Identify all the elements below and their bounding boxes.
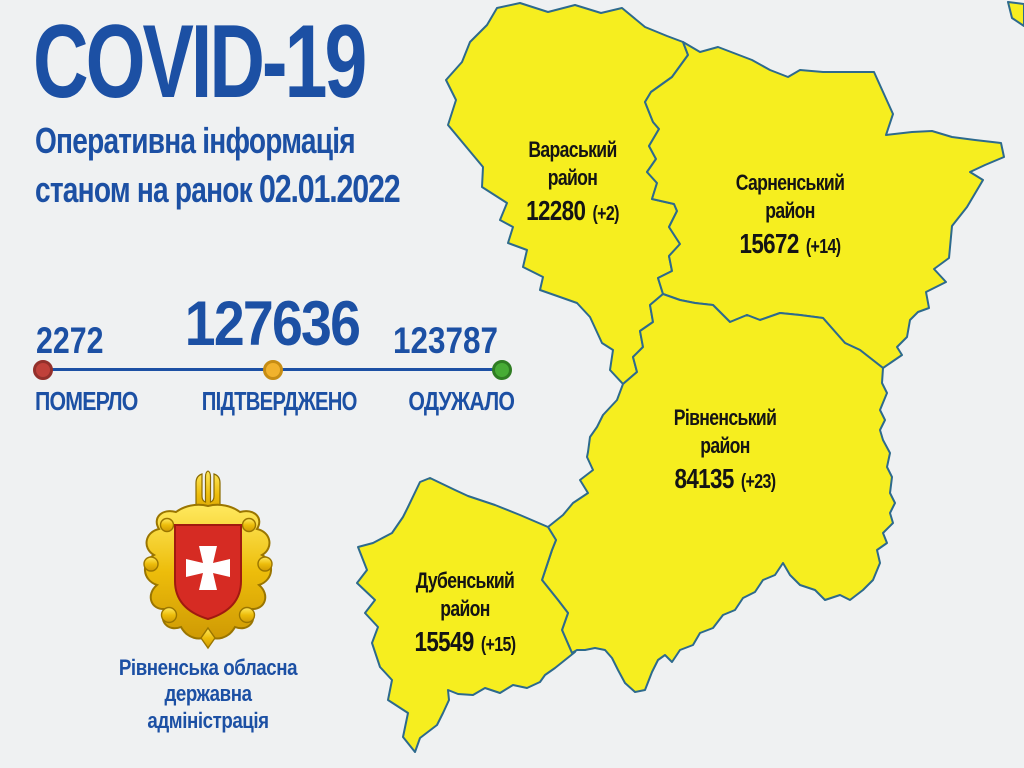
organization-caption: Рівненська обласна державна адміністраці… (110, 655, 306, 734)
district-cases: 84135 (674, 463, 735, 495)
district-name: Дубенський (415, 568, 515, 593)
recovered-label: ОДУЖАЛО (408, 386, 515, 416)
district-name: Сарненський (735, 170, 845, 195)
confirmed-label: ПІДТВЕРДЖЕНО (201, 386, 358, 416)
district-delta: (+15) (480, 634, 516, 657)
confirmed-count: 127636 (184, 289, 361, 359)
org-line2: державна адміністрація (147, 681, 269, 733)
volute-icon (160, 606, 178, 624)
district-cases: 15549 (414, 626, 475, 658)
volute-icon (257, 556, 273, 572)
district-name-line2: район (440, 596, 490, 622)
district-delta: (+2) (592, 203, 619, 226)
volute-icon (241, 517, 257, 533)
district-cases: 15672 (739, 228, 800, 260)
recovered-count: 123787 (393, 320, 498, 361)
district-shape-sarnenskyi (644, 41, 1005, 369)
cross-pattee-icon (186, 546, 230, 590)
pendant-icon (200, 626, 216, 650)
district-cases: 12280 (526, 195, 586, 227)
as-of-prefix: станом на ранок (35, 168, 253, 210)
district-shape-dubenskyi (356, 477, 576, 753)
report-date: 02.01.2022 (258, 167, 401, 211)
district-label-rivnenskyi: Рівненський район 84135 (+23) (647, 404, 804, 495)
subtitle-line1: Оперативна інформація (35, 120, 356, 161)
district-shape-rivnenskyi (541, 293, 896, 693)
district-name: Рівненський (673, 405, 777, 430)
volute-icon (159, 517, 175, 533)
map-corner-fragment (1007, 1, 1024, 27)
volute-icon (238, 606, 256, 624)
district-delta: (+23) (740, 471, 776, 494)
district-label-varaskyi: Вараський район 12280 (+2) (503, 136, 643, 227)
died-label: ПОМЕРЛО (35, 386, 138, 416)
district-label-sarnenskyi: Сарненський район 15672 (+14) (714, 169, 866, 260)
district-delta: (+14) (805, 236, 841, 259)
district-name-line2: район (547, 165, 598, 191)
died-dot-icon (33, 360, 53, 380)
district-name-line2: район (700, 433, 750, 459)
died-count: 2272 (36, 320, 104, 361)
confirmed-dot-icon (263, 360, 283, 380)
org-line1: Рівненська обласна (118, 655, 298, 680)
district-name-line2: район (765, 198, 815, 224)
page-title: COVID-19 (33, 4, 367, 120)
coat-of-arms (143, 470, 273, 650)
subtitle: Оперативна інформація станом на ранок 02… (35, 118, 401, 216)
subtitle-line2: станом на ранок 02.01.2022 (35, 165, 401, 216)
district-label-dubenskyi: Дубенський район 15549 (+15) (395, 567, 536, 658)
district-name: Вараський (528, 137, 617, 162)
volute-icon (143, 556, 159, 572)
recovered-dot-icon (492, 360, 512, 380)
